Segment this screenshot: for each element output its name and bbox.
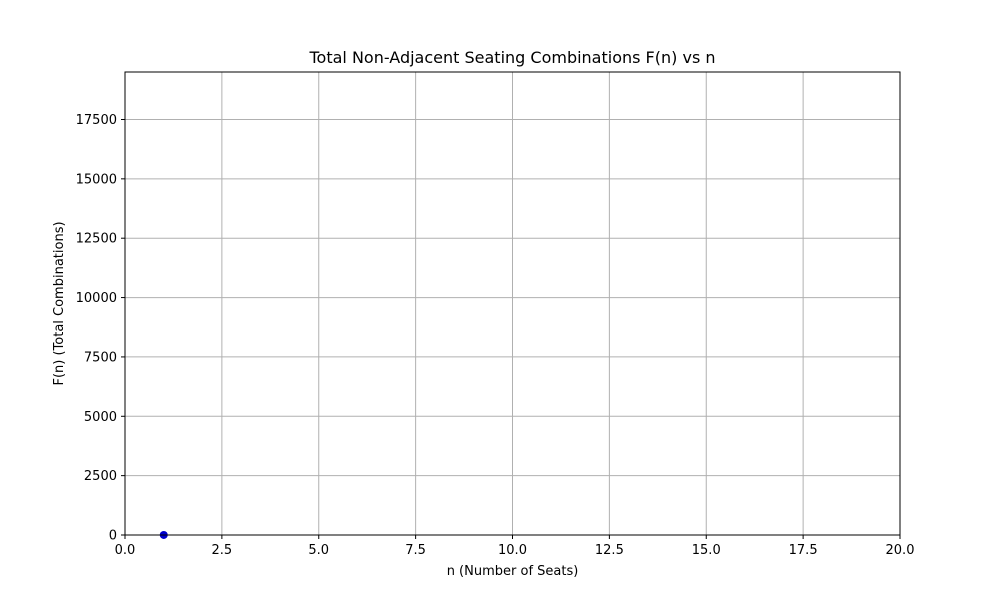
- x-tick-label: 20.0: [886, 543, 915, 558]
- chart-title: Total Non-Adjacent Seating Combinations …: [309, 48, 716, 67]
- y-tick-label: 15000: [76, 172, 117, 187]
- x-tick-label: 12.5: [595, 543, 624, 558]
- x-tick-label: 15.0: [692, 543, 721, 558]
- y-tick-label: 7500: [84, 350, 117, 365]
- y-tick-label: 17500: [76, 113, 117, 128]
- x-tick-label: 5.0: [308, 543, 329, 558]
- axis-ticks: 0.0 2.5 5.0 7.5 10.0 12.5 15.0 17.5 20.0 0 2500 500…: [76, 113, 915, 558]
- x-tick-label: 0.0: [115, 543, 136, 558]
- x-tick-label: 10.0: [498, 543, 527, 558]
- x-axis-label: n (Number of Seats): [447, 564, 579, 579]
- x-tick-label: 7.5: [405, 543, 426, 558]
- y-tick-label: 0: [109, 529, 117, 544]
- y-tick-label: 12500: [76, 232, 117, 247]
- y-tick-label: 2500: [84, 469, 117, 484]
- y-axis-label: F(n) (Total Combinations): [52, 221, 67, 385]
- y-tick-label: 5000: [84, 410, 117, 425]
- x-tick-label: 2.5: [212, 543, 233, 558]
- y-tick-label: 10000: [76, 291, 117, 306]
- x-tick-label: 17.5: [789, 543, 818, 558]
- grid-lines: [124, 72, 901, 536]
